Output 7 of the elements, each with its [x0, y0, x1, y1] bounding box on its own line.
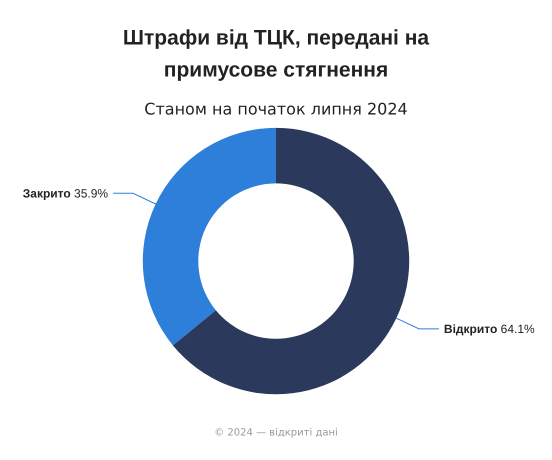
data-label: 64.1%: [497, 322, 535, 336]
chart-title: Штрафи від ТЦК, передані на примусове стягнення: [122, 26, 430, 82]
chart-subtitle: Станом на початок липня 2024: [144, 100, 408, 118]
data-label: 35.9%: [70, 186, 108, 200]
slice-label: Відкрито: [444, 322, 498, 336]
slice-label: Закрито: [22, 186, 71, 200]
text: © 2024 — відкриті дані: [214, 428, 338, 438]
